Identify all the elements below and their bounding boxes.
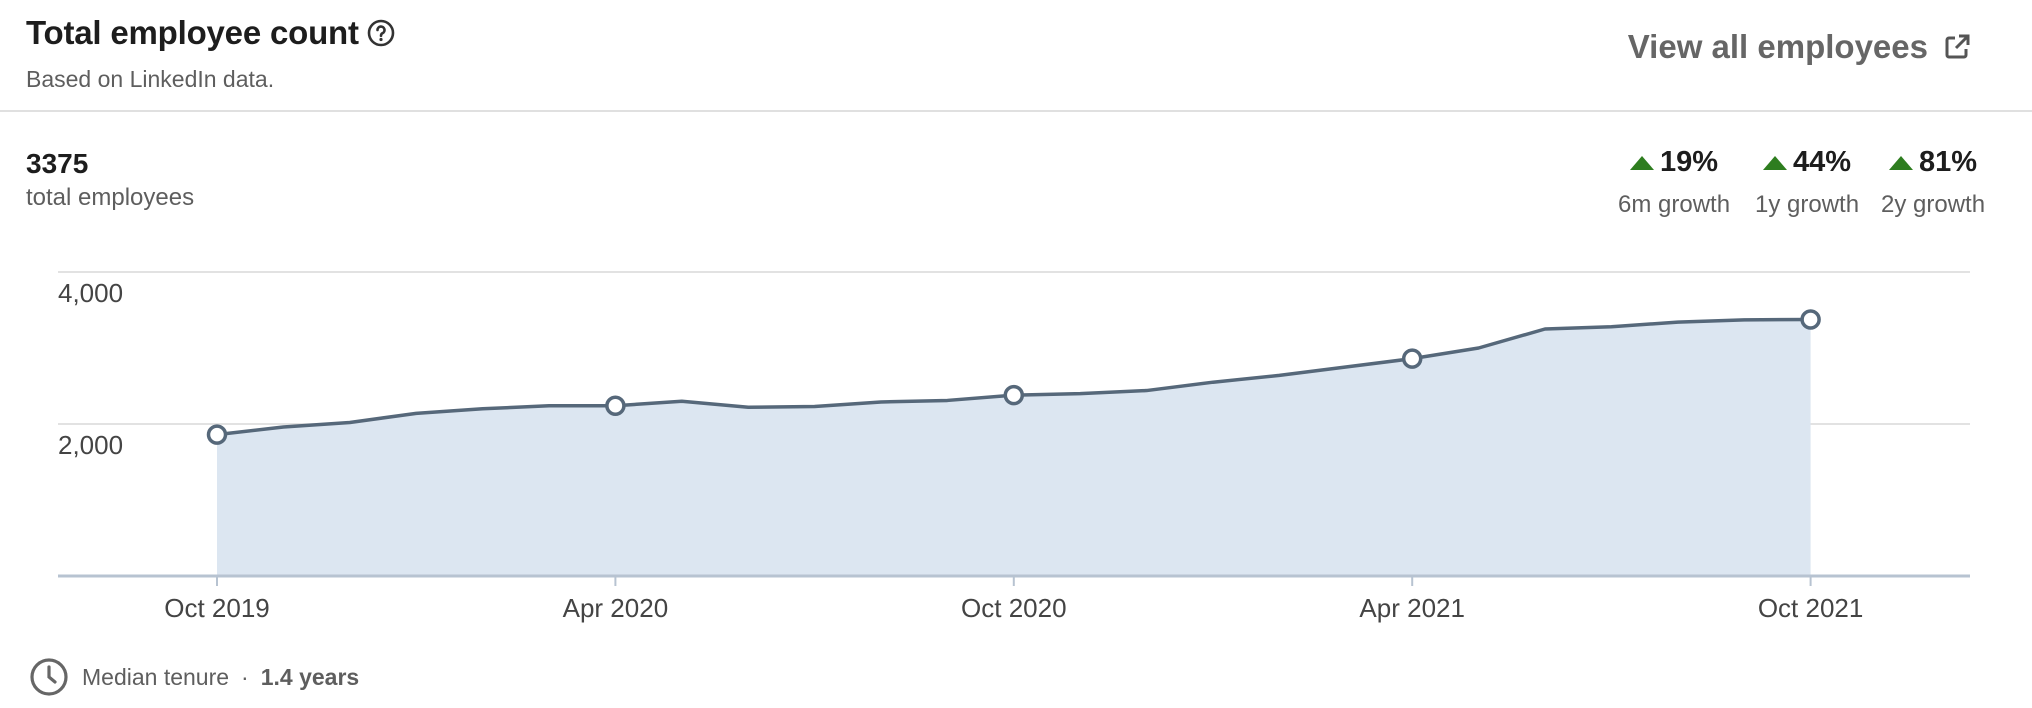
- up-triangle-icon: [1889, 155, 1913, 170]
- card-title: Total employee count: [26, 14, 359, 51]
- data-point-marker: [1401, 348, 1423, 369]
- y-tick-label: 4,000: [58, 278, 123, 308]
- x-tick-label: Apr 2021: [1359, 593, 1465, 623]
- growth-label: 6m growth: [1618, 191, 1731, 218]
- x-tick-label: Oct 2019: [164, 593, 270, 623]
- up-triangle-icon: [1763, 155, 1787, 170]
- growth-6m: 19% 6m growth: [1618, 146, 1730, 219]
- data-point-marker: [206, 424, 228, 445]
- external-link-icon: [1945, 34, 1970, 59]
- view-all-employees-link[interactable]: View all employees: [1628, 28, 1972, 66]
- growth-value: 81%: [1919, 146, 1978, 178]
- tenure-separator: ·: [241, 663, 249, 690]
- data-point-marker: [605, 395, 626, 417]
- series-area: [217, 319, 1811, 576]
- growth-1y: 44% 1y growth: [1755, 146, 1859, 219]
- y-tick-label: 2,000: [58, 430, 123, 460]
- up-triangle-icon: [1630, 155, 1654, 170]
- card-subtitle: Based on LinkedIn data.: [26, 66, 275, 92]
- employee-count-label: total employees: [26, 184, 195, 211]
- view-all-label: View all employees: [1627, 28, 1928, 65]
- data-point-marker: [1003, 384, 1025, 406]
- tenure-label: Median tenure: [82, 663, 230, 690]
- x-tick-label: Apr 2020: [563, 593, 669, 623]
- x-tick-label: Oct 2021: [1758, 593, 1864, 623]
- growth-value: 44%: [1793, 146, 1852, 178]
- employee-count: 3375: [26, 148, 89, 179]
- tenure-value: 1.4 years: [260, 663, 360, 690]
- clock-icon: [30, 658, 68, 696]
- median-tenure: Median tenure · 1.4 years: [28, 656, 359, 698]
- growth-label: 2y growth: [1881, 191, 1986, 218]
- card-header: Total employee count Based on LinkedIn d…: [0, 0, 2032, 112]
- growth-label: 1y growth: [1755, 191, 1860, 218]
- growth-value: 19%: [1660, 146, 1719, 178]
- employee-count-chart: Oct 2019 Apr 2020 Oct 2020 Apr 2021 Oct 2021…: [58, 271, 1970, 623]
- data-point-marker: [1800, 309, 1821, 330]
- growth-2y: 81% 2y growth: [1881, 146, 1985, 219]
- help-icon[interactable]: [366, 18, 396, 48]
- x-tick-label: Oct 2020: [961, 593, 1067, 623]
